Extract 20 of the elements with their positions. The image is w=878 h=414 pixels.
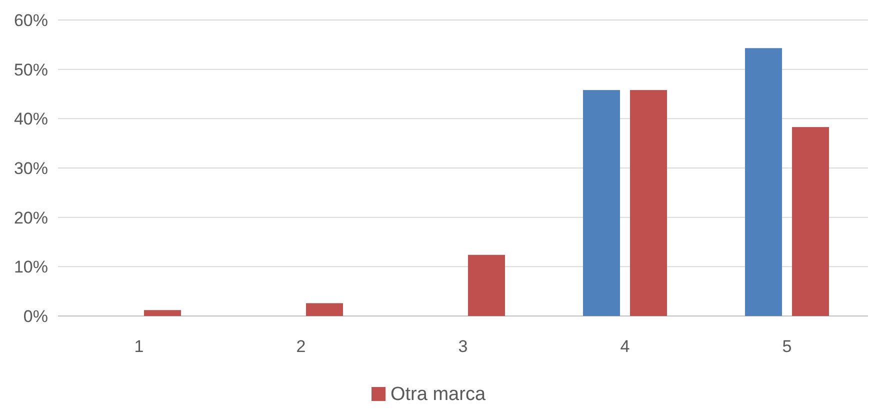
x-tick-label: 5 — [782, 337, 792, 356]
bar — [468, 254, 505, 316]
y-tick-label: 20% — [14, 208, 48, 228]
y-tick-label: 50% — [14, 60, 48, 80]
bar — [792, 127, 829, 316]
y-tick-label: 60% — [14, 10, 48, 30]
y-tick-label: 0% — [23, 306, 48, 326]
bar — [745, 48, 782, 316]
bar — [630, 90, 667, 316]
bar — [583, 90, 620, 316]
x-tick-label: 2 — [296, 337, 306, 356]
bar — [306, 303, 343, 316]
x-tick-label: 1 — [134, 337, 144, 356]
y-tick-label: 30% — [14, 158, 48, 178]
legend-label: Otra marca — [390, 384, 486, 405]
bar — [144, 310, 181, 316]
y-tick-label: 40% — [14, 110, 48, 129]
x-tick-label: 4 — [620, 337, 630, 356]
y-tick-label: 10% — [14, 258, 48, 277]
x-tick-label: 3 — [458, 337, 468, 356]
